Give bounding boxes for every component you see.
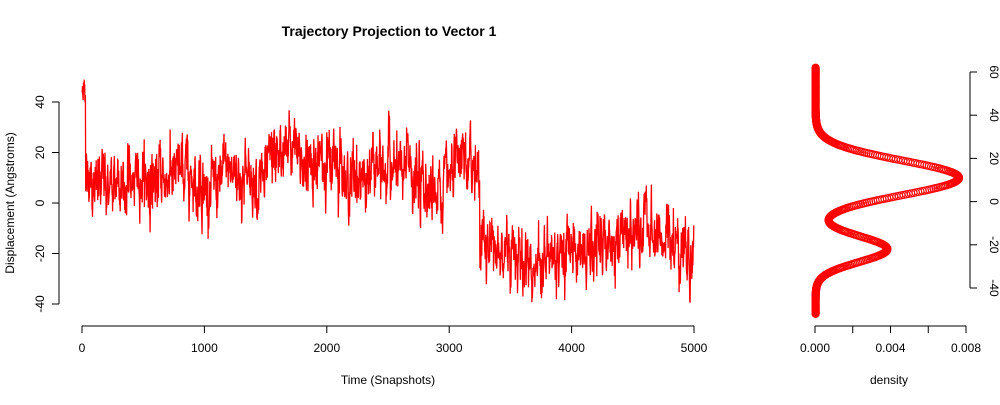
density-y-tick-label: -40 [987,279,1000,297]
x-tick-label: 2000 [313,341,340,355]
chart-title: Trajectory Projection to Vector 1 [282,23,497,39]
density-y-tick-label: -20 [987,236,1000,254]
y-tick-label: 20 [33,146,47,160]
density-y-tick-label: 20 [987,152,1000,166]
trajectory-line [81,79,695,303]
x-tick-label: 1000 [191,341,218,355]
x-tick-label: 0 [79,341,86,355]
y-tick-label: -20 [33,245,47,263]
density-y-tick-label: 0 [987,198,1000,205]
density-x-tick-label: 0.008 [951,341,981,355]
y-axis-label: Displacement (Angstroms) [3,132,17,273]
y-tick-label: 0 [33,199,47,206]
trajectory-plot: 0 1000 2000 3000 4000 5000 -40 -20 0 20 40 [33,79,708,355]
y-tick-label: -40 [33,295,47,313]
x-axis-label: Time (Snapshots) [341,373,435,387]
density-x-tick-label: 0.004 [875,341,905,355]
y-tick-label: 40 [33,95,47,109]
x-tick-label: 3000 [436,341,463,355]
density-plot: 0.000 0.004 0.008 -40 -20 0 20 40 60 [800,63,1000,355]
density-point [811,63,820,72]
density-x-tick-label: 0.000 [800,341,830,355]
x-tick-label: 5000 [681,341,708,355]
density-y-tick-label: 40 [987,109,1000,123]
density-axis-label: density [870,373,908,387]
density-y-tick-label: 60 [987,65,1000,79]
x-tick-label: 4000 [558,341,585,355]
